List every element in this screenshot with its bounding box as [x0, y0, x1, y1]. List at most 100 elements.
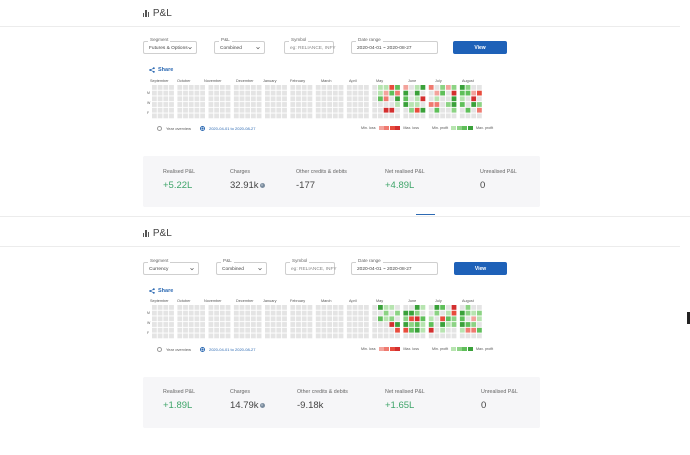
heatmap-day-cell[interactable]: [403, 107, 409, 113]
heatmap-day-cell[interactable]: [451, 333, 457, 339]
heatmap-day-cell[interactable]: [372, 96, 378, 102]
heatmap-day-cell[interactable]: [465, 102, 471, 107]
heatmap-day-cell[interactable]: [364, 333, 369, 339]
heatmap-day-cell[interactable]: [414, 107, 420, 113]
heatmap-day-cell[interactable]: [157, 316, 163, 322]
heatmap-day-cell[interactable]: [428, 316, 434, 322]
heatmap-day-cell[interactable]: [233, 113, 239, 119]
heatmap-day-cell[interactable]: [440, 102, 445, 107]
heatmap-day-cell[interactable]: [445, 90, 451, 96]
heatmap-day-cell[interactable]: [420, 90, 426, 96]
heatmap-day-cell[interactable]: [372, 305, 378, 310]
heatmap-day-cell[interactable]: [200, 310, 205, 316]
heatmap-day-cell[interactable]: [327, 333, 332, 339]
heatmap-day-cell[interactable]: [219, 90, 225, 96]
heatmap-day-cell[interactable]: [270, 90, 276, 96]
heatmap-day-cell[interactable]: [163, 310, 169, 316]
heatmap-day-cell[interactable]: [265, 322, 270, 327]
heatmap-day-cell[interactable]: [219, 96, 225, 102]
heatmap-day-cell[interactable]: [327, 310, 332, 316]
heatmap-day-cell[interactable]: [200, 107, 205, 113]
heatmap-day-cell[interactable]: [233, 310, 239, 316]
heatmap-day-cell[interactable]: [169, 102, 174, 107]
heatmap-day-cell[interactable]: [290, 327, 296, 333]
heatmap-day-cell[interactable]: [219, 316, 225, 322]
heatmap-day-cell[interactable]: [194, 107, 200, 113]
date-range-input[interactable]: Date range 2020-04-01 ~ 2020-08-27: [351, 258, 438, 275]
heatmap-day-cell[interactable]: [428, 85, 434, 90]
heatmap-day-cell[interactable]: [364, 316, 369, 322]
heatmap-day-cell[interactable]: [477, 327, 482, 333]
heatmap-day-cell[interactable]: [434, 96, 440, 102]
heatmap-day-cell[interactable]: [352, 316, 358, 322]
heatmap-day-cell[interactable]: [383, 113, 389, 119]
date-range-input[interactable]: Date range 2020-04-01 ~ 2020-08-27: [351, 37, 438, 54]
heatmap-day-cell[interactable]: [152, 113, 157, 119]
heatmap-day-cell[interactable]: [352, 90, 358, 96]
heatmap-day-cell[interactable]: [239, 102, 245, 107]
heatmap-day-cell[interactable]: [434, 305, 440, 310]
heatmap-day-cell[interactable]: [338, 113, 344, 119]
heatmap-day-cell[interactable]: [251, 305, 256, 310]
heatmap-day-cell[interactable]: [414, 310, 420, 316]
info-icon[interactable]: i: [259, 402, 265, 408]
heatmap-day-cell[interactable]: [358, 333, 364, 339]
heatmap-day-cell[interactable]: [214, 316, 219, 322]
heatmap-day-cell[interactable]: [208, 333, 214, 339]
heatmap-day-cell[interactable]: [477, 113, 482, 119]
heatmap-day-cell[interactable]: [169, 327, 174, 333]
heatmap-day-cell[interactable]: [378, 107, 383, 113]
heatmap-day-cell[interactable]: [440, 310, 445, 316]
heatmap-day-cell[interactable]: [321, 85, 327, 90]
heatmap-day-cell[interactable]: [270, 316, 276, 322]
heatmap-day-cell[interactable]: [471, 316, 477, 322]
heatmap-day-cell[interactable]: [395, 90, 400, 96]
heatmap-day-cell[interactable]: [352, 322, 358, 327]
heatmap-day-cell[interactable]: [200, 322, 205, 327]
heatmap-day-cell[interactable]: [440, 322, 445, 327]
heatmap-day-cell[interactable]: [270, 327, 276, 333]
heatmap-day-cell[interactable]: [383, 305, 389, 310]
heatmap-day-cell[interactable]: [301, 333, 307, 339]
heatmap-day-cell[interactable]: [346, 305, 352, 310]
heatmap-day-cell[interactable]: [352, 327, 358, 333]
heatmap-day-cell[interactable]: [477, 102, 482, 107]
heatmap-day-cell[interactable]: [477, 333, 482, 339]
heatmap-day-cell[interactable]: [395, 96, 400, 102]
heatmap-day-cell[interactable]: [270, 333, 276, 339]
heatmap-day-cell[interactable]: [434, 113, 440, 119]
heatmap-day-cell[interactable]: [451, 85, 457, 90]
heatmap-day-cell[interactable]: [163, 305, 169, 310]
heatmap-day-cell[interactable]: [245, 90, 251, 96]
heatmap-day-cell[interactable]: [440, 96, 445, 102]
heatmap-day-cell[interactable]: [378, 327, 383, 333]
heatmap-day-cell[interactable]: [251, 107, 256, 113]
heatmap-day-cell[interactable]: [245, 322, 251, 327]
view-button[interactable]: View: [454, 262, 507, 275]
heatmap-day-cell[interactable]: [383, 333, 389, 339]
heatmap-day-cell[interactable]: [200, 90, 205, 96]
heatmap-day-cell[interactable]: [265, 327, 270, 333]
heatmap-day-cell[interactable]: [290, 102, 296, 107]
heatmap-day-cell[interactable]: [265, 333, 270, 339]
heatmap-day-cell[interactable]: [183, 316, 188, 322]
symbol-input[interactable]: Symbol eg: RELIANCE, INFY: [284, 37, 336, 54]
heatmap-day-cell[interactable]: [358, 107, 364, 113]
heatmap-day-cell[interactable]: [233, 102, 239, 107]
heatmap-day-cell[interactable]: [188, 113, 194, 119]
heatmap-day-cell[interactable]: [276, 102, 282, 107]
heatmap-day-cell[interactable]: [414, 102, 420, 107]
heatmap-day-cell[interactable]: [251, 90, 256, 96]
heatmap-day-cell[interactable]: [372, 102, 378, 107]
heatmap-day-cell[interactable]: [395, 322, 400, 327]
heatmap-day-cell[interactable]: [414, 96, 420, 102]
heatmap-day-cell[interactable]: [188, 107, 194, 113]
heatmap-day-cell[interactable]: [276, 310, 282, 316]
heatmap-day-cell[interactable]: [282, 113, 287, 119]
heatmap-day-cell[interactable]: [471, 102, 477, 107]
heatmap-day-cell[interactable]: [282, 327, 287, 333]
heatmap-day-cell[interactable]: [383, 90, 389, 96]
heatmap-day-cell[interactable]: [307, 96, 313, 102]
heatmap-day-cell[interactable]: [276, 107, 282, 113]
heatmap-day-cell[interactable]: [290, 107, 296, 113]
